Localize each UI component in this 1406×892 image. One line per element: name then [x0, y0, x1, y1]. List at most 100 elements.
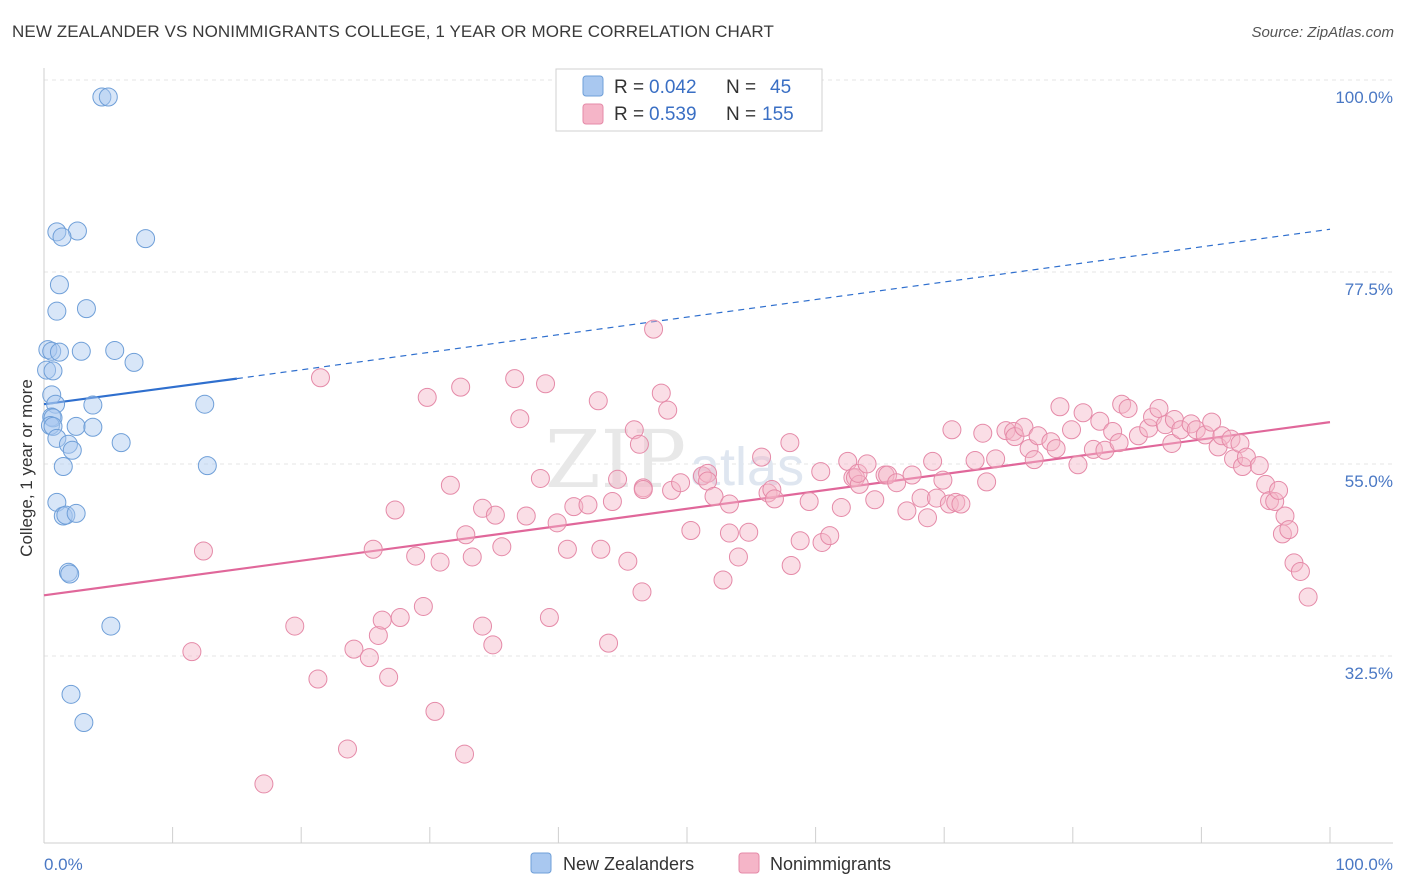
x-tick-label-left: 0.0%: [44, 855, 83, 874]
point-newzealanders-19: [83, 395, 103, 415]
point-nonimmigrants-111: [1046, 439, 1066, 459]
point-newzealanders-5: [136, 229, 156, 249]
point-nonimmigrants-84: [865, 490, 885, 510]
point-nonimmigrants-32: [516, 506, 536, 526]
point-newzealanders-25: [66, 416, 86, 436]
point-nonimmigrants-74: [811, 462, 831, 482]
point-nonimmigrants-23: [456, 525, 476, 545]
legend-r-value-2: 0.539: [649, 104, 697, 125]
legend-r-value-1: 0.042: [649, 77, 697, 98]
point-nonimmigrants-10: [368, 625, 388, 645]
point-nonimmigrants-50: [633, 480, 653, 500]
point-nonimmigrants-126: [1149, 398, 1169, 418]
y-tick-label-1: 55.0%: [1345, 472, 1393, 491]
bottom-legend-swatch-newzealanders: [530, 852, 552, 874]
point-nonimmigrants-13: [385, 500, 405, 520]
point-nonimmigrants-15: [406, 546, 426, 566]
series-legend: New Zealanders Nonimmigrants: [530, 852, 891, 874]
point-nonimmigrants-143: [1256, 474, 1276, 494]
point-nonimmigrants-51: [644, 319, 664, 339]
point-nonimmigrants-149: [1290, 561, 1310, 581]
legend-n-value-1: 45: [770, 77, 791, 98]
point-nonimmigrants-96: [942, 420, 962, 440]
point-nonimmigrants-83: [857, 454, 877, 474]
point-nonimmigrants-4: [308, 669, 328, 689]
point-nonimmigrants-46: [624, 420, 644, 440]
point-nonimmigrants-60: [704, 486, 724, 506]
point-nonimmigrants-52: [651, 383, 671, 403]
point-nonimmigrants-30: [505, 369, 525, 389]
source-label: Source: ZipAtlas.com: [1251, 24, 1394, 41]
legend-n-value-2: 155: [762, 104, 794, 125]
point-nonimmigrants-36: [547, 513, 567, 533]
point-newzealanders-13: [105, 340, 125, 360]
point-nonimmigrants-98: [951, 494, 971, 514]
bottom-legend-label-nonimmigrants: Nonimmigrants: [770, 854, 891, 874]
point-nonimmigrants-29: [492, 537, 512, 557]
point-nonimmigrants-21: [451, 377, 471, 397]
point-nonimmigrants-117: [1090, 411, 1110, 431]
point-nonimmigrants-3: [285, 616, 305, 636]
point-nonimmigrants-7: [344, 639, 364, 659]
point-nonimmigrants-93: [926, 488, 946, 508]
point-nonimmigrants-14: [390, 608, 410, 628]
point-nonimmigrants-132: [1186, 420, 1206, 440]
point-newzealanders-38: [60, 564, 80, 584]
point-nonimmigrants-48: [632, 582, 652, 602]
point-nonimmigrants-64: [728, 547, 748, 567]
y-tick-label-3: 100.0%: [1335, 88, 1393, 107]
point-newzealanders-40: [61, 684, 81, 704]
point-newzealanders-16: [43, 361, 63, 381]
point-newzealanders-12: [71, 341, 91, 361]
bottom-legend-label-newzealanders: New Zealanders: [563, 854, 694, 874]
y-axis-label: College, 1 year or more: [17, 379, 36, 557]
point-nonimmigrants-42: [599, 633, 619, 653]
point-nonimmigrants-38: [564, 497, 584, 517]
point-nonimmigrants-95: [939, 494, 959, 514]
point-nonimmigrants-113: [1062, 420, 1082, 440]
point-nonimmigrants-39: [578, 495, 598, 515]
point-nonimmigrants-65: [739, 522, 759, 542]
point-newzealanders-6: [49, 275, 69, 295]
legend-r-label-2: R =: [614, 104, 644, 125]
point-newzealanders-7: [76, 299, 96, 319]
point-newzealanders-35: [56, 505, 76, 525]
point-nonimmigrants-44: [608, 469, 628, 489]
point-nonimmigrants-109: [1028, 426, 1048, 446]
point-nonimmigrants-34: [536, 374, 556, 394]
point-nonimmigrants-94: [933, 470, 953, 490]
point-nonimmigrants-124: [1139, 418, 1159, 438]
point-newzealanders-17: [42, 385, 62, 405]
point-newzealanders-2: [47, 222, 67, 242]
point-nonimmigrants-123: [1128, 426, 1148, 446]
point-nonimmigrants-31: [510, 409, 530, 429]
point-nonimmigrants-119: [1103, 422, 1123, 442]
point-nonimmigrants-47: [629, 434, 649, 454]
bottom-legend-swatch-nonimmigrants: [738, 852, 760, 874]
point-nonimmigrants-102: [986, 449, 1006, 469]
point-newzealanders-15: [37, 360, 57, 380]
point-nonimmigrants-90: [911, 488, 931, 508]
point-nonimmigrants-114: [1068, 455, 1088, 475]
trend-line-1: [43, 421, 1331, 597]
point-nonimmigrants-1: [182, 642, 202, 662]
point-nonimmigrants-18: [425, 701, 445, 721]
point-nonimmigrants-76: [820, 526, 840, 546]
point-nonimmigrants-37: [557, 539, 577, 559]
point-newzealanders-11: [49, 342, 69, 362]
point-newzealanders-39: [101, 616, 121, 636]
y-tick-labels: 32.5% 55.0% 77.5% 100.0%: [1335, 88, 1393, 683]
point-newzealanders-30: [111, 433, 131, 453]
point-newzealanders-36: [66, 503, 86, 523]
point-newzealanders-28: [58, 434, 78, 454]
legend-swatch-nonimmigrants: [582, 103, 604, 125]
point-nonimmigrants-106: [1014, 417, 1034, 437]
point-nonimmigrants-35: [539, 608, 559, 628]
point-nonimmigrants-129: [1162, 433, 1182, 453]
point-nonimmigrants-22: [455, 744, 475, 764]
point-newzealanders-20: [195, 394, 215, 414]
point-nonimmigrants-66: [752, 447, 772, 467]
point-newzealanders-14: [124, 352, 144, 372]
point-newzealanders-0: [92, 87, 112, 107]
